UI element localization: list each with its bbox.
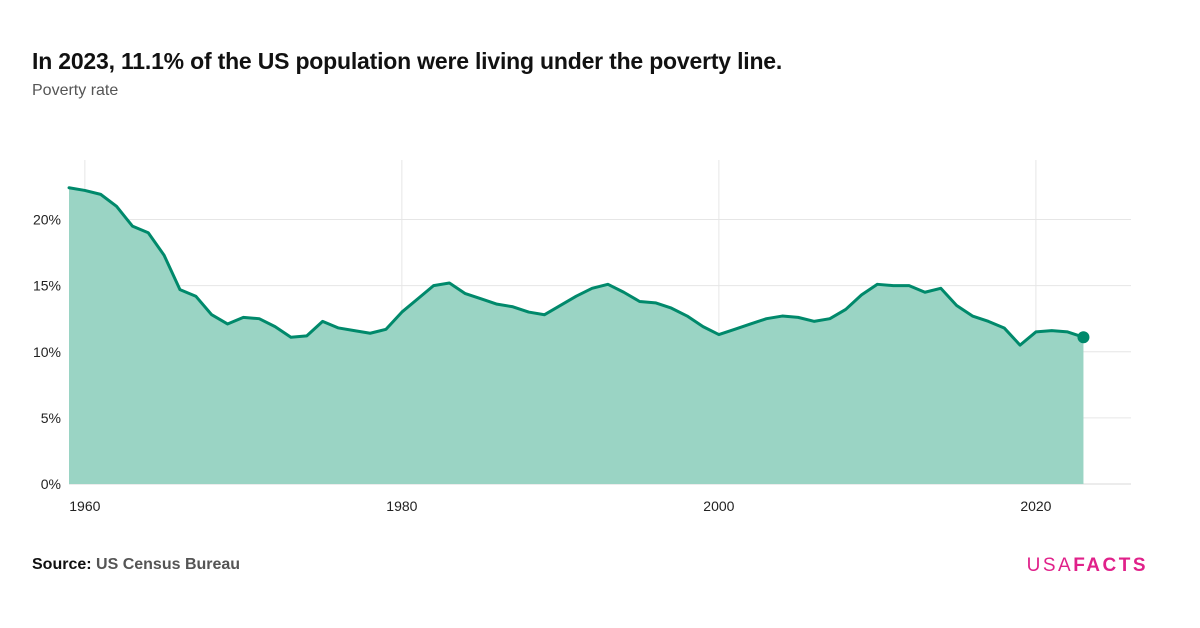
logo-text-facts: FACTS [1073, 555, 1148, 576]
x-tick-label: 2000 [703, 498, 734, 514]
source-value: US Census Bureau [96, 556, 241, 573]
y-tick-label: 5% [41, 410, 61, 426]
x-tick-label: 1980 [386, 498, 417, 514]
source-note: Source: US Census Bureau [32, 556, 240, 574]
y-tick-label: 20% [33, 212, 61, 228]
poverty-rate-area [69, 187, 1084, 484]
y-tick-label: 15% [33, 278, 61, 294]
x-tick-label: 1960 [69, 498, 100, 514]
poverty-rate-line [67, 186, 1085, 347]
source-label: Source: [32, 556, 92, 573]
chart-subtitle: Poverty rate [32, 82, 119, 99]
usafacts-logo[interactable]: USAFACTS [1027, 555, 1148, 577]
chart-title: In 2023, 11.1% of the US population were… [32, 48, 783, 74]
logo-text-usa: USA [1026, 555, 1074, 576]
y-tick-label: 10% [33, 344, 61, 360]
latest-value-point [1077, 331, 1090, 344]
x-tick-label: 2020 [1020, 498, 1051, 514]
y-tick-label: 0% [41, 476, 61, 492]
